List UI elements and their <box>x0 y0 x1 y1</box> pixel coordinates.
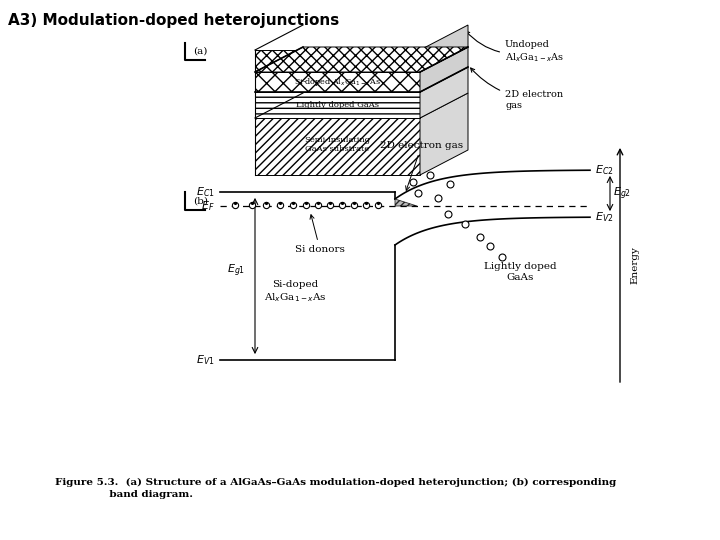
Text: Figure 5.3.  (a) Structure of a AlGaAs–GaAs modulation-doped heterojunction; (b): Figure 5.3. (a) Structure of a AlGaAs–Ga… <box>55 478 616 487</box>
Text: Lightly doped
GaAs: Lightly doped GaAs <box>484 262 557 282</box>
Text: A3) Modulation-doped heterojunctions: A3) Modulation-doped heterojunctions <box>8 13 339 28</box>
Text: (a): (a) <box>193 46 207 56</box>
Text: $E_{V1}$: $E_{V1}$ <box>197 353 215 367</box>
Text: 2D electron
gas: 2D electron gas <box>471 68 563 110</box>
Text: Lightly doped GaAs: Lightly doped GaAs <box>296 101 379 109</box>
Text: $E_{C2}$: $E_{C2}$ <box>595 163 613 177</box>
Polygon shape <box>255 92 420 118</box>
Text: 2D electron gas: 2D electron gas <box>380 141 463 190</box>
Polygon shape <box>395 199 417 206</box>
Polygon shape <box>255 50 420 72</box>
Polygon shape <box>420 25 468 72</box>
Polygon shape <box>255 72 420 92</box>
Polygon shape <box>420 47 468 92</box>
Text: $E_{g2}$: $E_{g2}$ <box>613 185 631 202</box>
Text: Si-doped
Al$_x$Ga$_{1-x}$As: Si-doped Al$_x$Ga$_{1-x}$As <box>264 280 326 305</box>
Text: Si-doped Al$_x$Ga$_{1-x}$As: Si-doped Al$_x$Ga$_{1-x}$As <box>294 76 381 88</box>
Text: band diagram.: band diagram. <box>55 490 193 499</box>
Polygon shape <box>255 118 420 175</box>
Text: $E_F$: $E_F$ <box>202 199 215 213</box>
Text: $E_{g1}$: $E_{g1}$ <box>227 263 245 279</box>
Text: Energy: Energy <box>630 246 639 284</box>
Text: Undoped
Al$_x$Ga$_{1-x}$As: Undoped Al$_x$Ga$_{1-x}$As <box>466 31 564 64</box>
Text: (b): (b) <box>193 197 208 206</box>
Text: Semi-insulating
GaAs substrate: Semi-insulating GaAs substrate <box>305 136 371 153</box>
Text: $E_{V2}$: $E_{V2}$ <box>595 210 613 224</box>
Polygon shape <box>420 67 468 118</box>
Polygon shape <box>255 47 468 72</box>
Text: $E_{C1}$: $E_{C1}$ <box>197 185 215 199</box>
Text: Si donors: Si donors <box>295 215 345 254</box>
Polygon shape <box>420 93 468 175</box>
